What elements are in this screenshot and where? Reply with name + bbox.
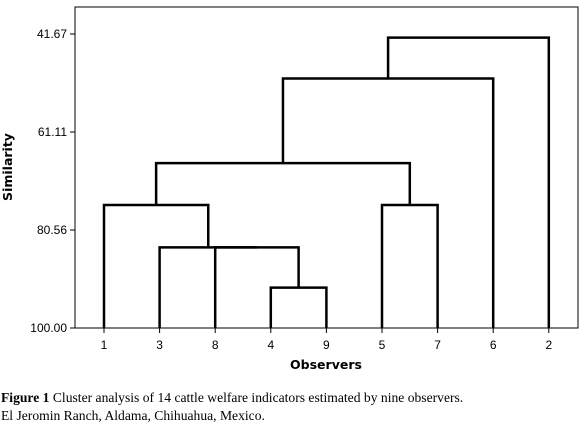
x-tick-label: 9 [323,338,330,352]
y-tick-label: 61.11 [38,125,67,139]
caption-line-2: El Jeromin Ranch, Aldama, Chihuahua, Mex… [1,408,265,423]
x-axis: 1 3 8 4 9 5 7 6 2 [101,328,552,352]
cluster-link [386,36,551,328]
y-tick-label: 80.56 [37,223,67,237]
cluster-link [380,203,439,328]
caption-line-1: Figure 1 Cluster analysis of 14 cattle w… [1,389,580,407]
cluster-link [269,286,328,328]
y-axis-title: Similarity [0,133,15,201]
x-tick-label: 3 [156,338,163,352]
figure-caption: Figure 1 Cluster analysis of 14 cattle w… [1,389,580,425]
y-tick-label: 41.67 [37,27,67,41]
x-axis-title: Observers [290,357,362,372]
x-tick-label: 4 [267,338,274,352]
plot-frame [74,6,579,329]
cluster-link [158,246,257,328]
x-tick-label: 7 [434,338,441,352]
dendrogram-links [102,36,551,328]
x-tick-label: 1 [101,338,108,352]
y-tick-label: 100.00 [30,321,67,335]
caption-text: Cluster analysis of 14 cattle welfare in… [49,390,464,405]
x-tick-label: 2 [545,338,552,352]
x-tick-label: 5 [379,338,386,352]
dendrogram-chart: 41.67 61.11 80.56 100.00 1 3 8 4 9 5 7 6 2 Similari… [0,6,579,372]
x-tick-label: 8 [212,338,219,352]
cluster-link [154,161,412,206]
cluster-link [102,203,210,328]
y-axis: 41.67 61.11 80.56 100.00 [30,27,75,335]
x-tick-label: 6 [490,338,497,352]
caption-label: Figure 1 [1,390,50,405]
